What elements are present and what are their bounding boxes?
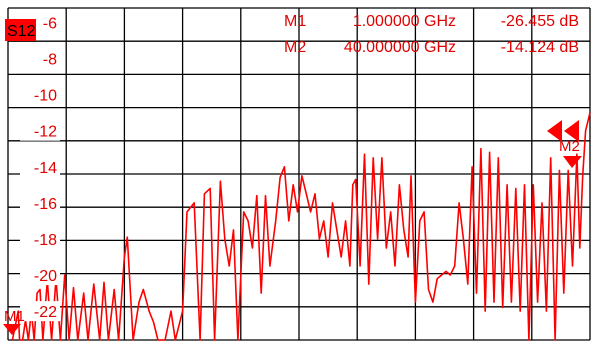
y-tick-label: -18 bbox=[34, 232, 57, 249]
reference-level-arrow-icon[interactable] bbox=[547, 120, 579, 142]
y-tick-label: -8 bbox=[43, 52, 57, 69]
marker-m1-label: M1 bbox=[4, 308, 25, 325]
y-tick-label: -12 bbox=[34, 124, 57, 141]
y-tick-label: -6 bbox=[43, 15, 57, 32]
y-tick-label: -14 bbox=[34, 160, 57, 177]
y-tick-label-bg bbox=[20, 84, 60, 105]
y-tick-label-bg bbox=[20, 192, 60, 213]
y-tick-labels: -6 -8 -10 -12 -14 -16 -18 -20 -22 bbox=[20, 12, 60, 322]
marker-m1-triangle-icon bbox=[3, 324, 21, 335]
marker-m2-frequency: 40.000000 GHz bbox=[344, 39, 456, 56]
trace-line bbox=[11, 112, 591, 341]
y-tick-label: -20 bbox=[34, 268, 57, 285]
marker-readout: M1 1.000000 GHz -26.455 dB M2 40.000000 … bbox=[284, 13, 579, 56]
y-tick-label-bg bbox=[20, 48, 60, 69]
reference-arrow-left-icon bbox=[547, 120, 562, 142]
y-tick-label: -22 bbox=[34, 304, 57, 321]
trace bbox=[11, 112, 591, 341]
marker-m2[interactable]: M2 bbox=[559, 138, 582, 168]
y-tick-label: -16 bbox=[34, 196, 57, 213]
y-tick-label-bg bbox=[20, 120, 60, 141]
marker-m2-triangle-icon bbox=[563, 156, 582, 168]
marker-m2-name: M2 bbox=[284, 39, 306, 56]
trace-label: S12 bbox=[7, 23, 36, 40]
reference-arrow-right-icon bbox=[564, 120, 579, 142]
marker-m1[interactable]: M1 bbox=[3, 308, 25, 335]
marker-m1-frequency: 1.000000 GHz bbox=[353, 13, 456, 30]
y-tick-label: -10 bbox=[34, 88, 57, 105]
marker-m1-name: M1 bbox=[284, 13, 306, 30]
marker-m2-value: -14.124 dB bbox=[501, 39, 579, 56]
y-tick-label-bg bbox=[20, 228, 60, 249]
marker-m1-value: -26.455 dB bbox=[501, 13, 579, 30]
y-tick-label-bg bbox=[20, 301, 60, 322]
y-tick-label-bg bbox=[20, 265, 60, 286]
y-tick-label-bg bbox=[20, 156, 60, 177]
marker-m2-label: M2 bbox=[559, 138, 580, 155]
trace-label-box[interactable] bbox=[5, 19, 36, 41]
